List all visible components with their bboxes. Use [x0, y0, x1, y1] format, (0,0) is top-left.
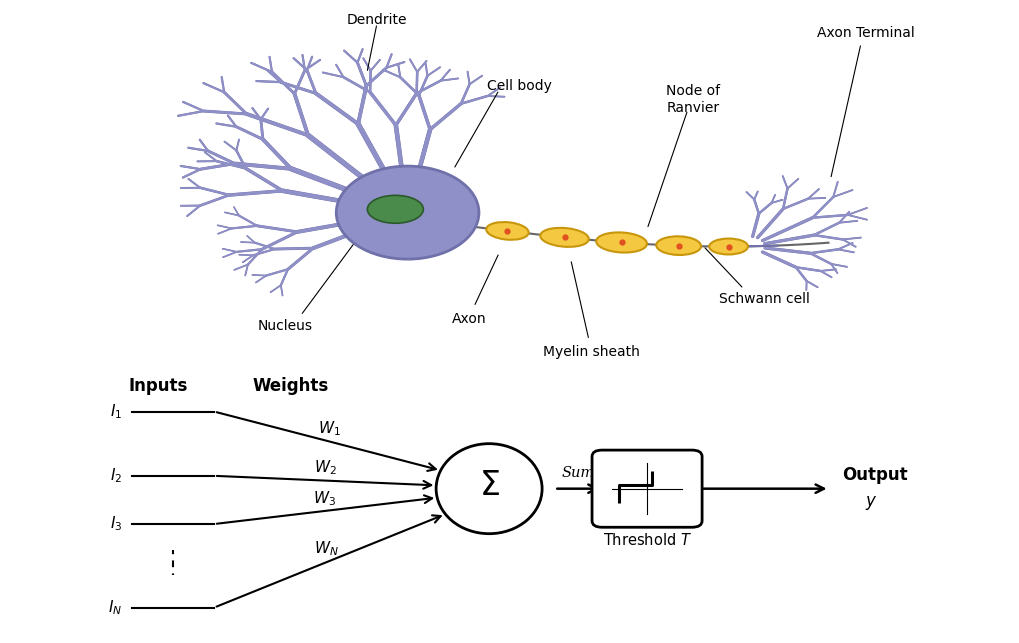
Ellipse shape [436, 444, 542, 534]
Text: Node of
Ranvier: Node of Ranvier [665, 84, 720, 115]
Text: Axon Terminal: Axon Terminal [817, 26, 915, 41]
Text: Myelin sheath: Myelin sheath [542, 345, 640, 359]
Text: Schwann cell: Schwann cell [718, 292, 810, 306]
Text: Inputs: Inputs [128, 377, 187, 395]
Text: $y$: $y$ [865, 494, 877, 512]
Text: $W_N$: $W_N$ [314, 539, 339, 558]
Circle shape [336, 166, 479, 259]
Text: Dendrite: Dendrite [346, 13, 408, 27]
Text: $\Sigma$: $\Sigma$ [479, 469, 499, 502]
Text: $W_1$: $W_1$ [318, 419, 341, 438]
Text: $I_N$: $I_N$ [108, 598, 122, 617]
Ellipse shape [486, 222, 529, 240]
Text: $I_1$: $I_1$ [110, 402, 122, 421]
Text: Threshold $T$: Threshold $T$ [602, 532, 692, 548]
Text: $I_2$: $I_2$ [110, 466, 122, 485]
Text: $W_3$: $W_3$ [313, 489, 336, 508]
Text: Output: Output [842, 466, 907, 484]
Ellipse shape [540, 228, 589, 247]
FancyBboxPatch shape [592, 450, 702, 527]
Text: Weights: Weights [253, 377, 328, 395]
Ellipse shape [367, 195, 424, 223]
Ellipse shape [656, 237, 701, 255]
Text: Nucleus: Nucleus [258, 318, 313, 332]
Text: Cell body: Cell body [487, 79, 552, 93]
Ellipse shape [596, 232, 647, 253]
Text: Axon: Axon [451, 312, 486, 326]
Ellipse shape [709, 239, 748, 255]
Text: $I_3$: $I_3$ [110, 514, 122, 534]
Text: Sum: Sum [561, 466, 595, 480]
Text: $W_2$: $W_2$ [314, 458, 337, 478]
